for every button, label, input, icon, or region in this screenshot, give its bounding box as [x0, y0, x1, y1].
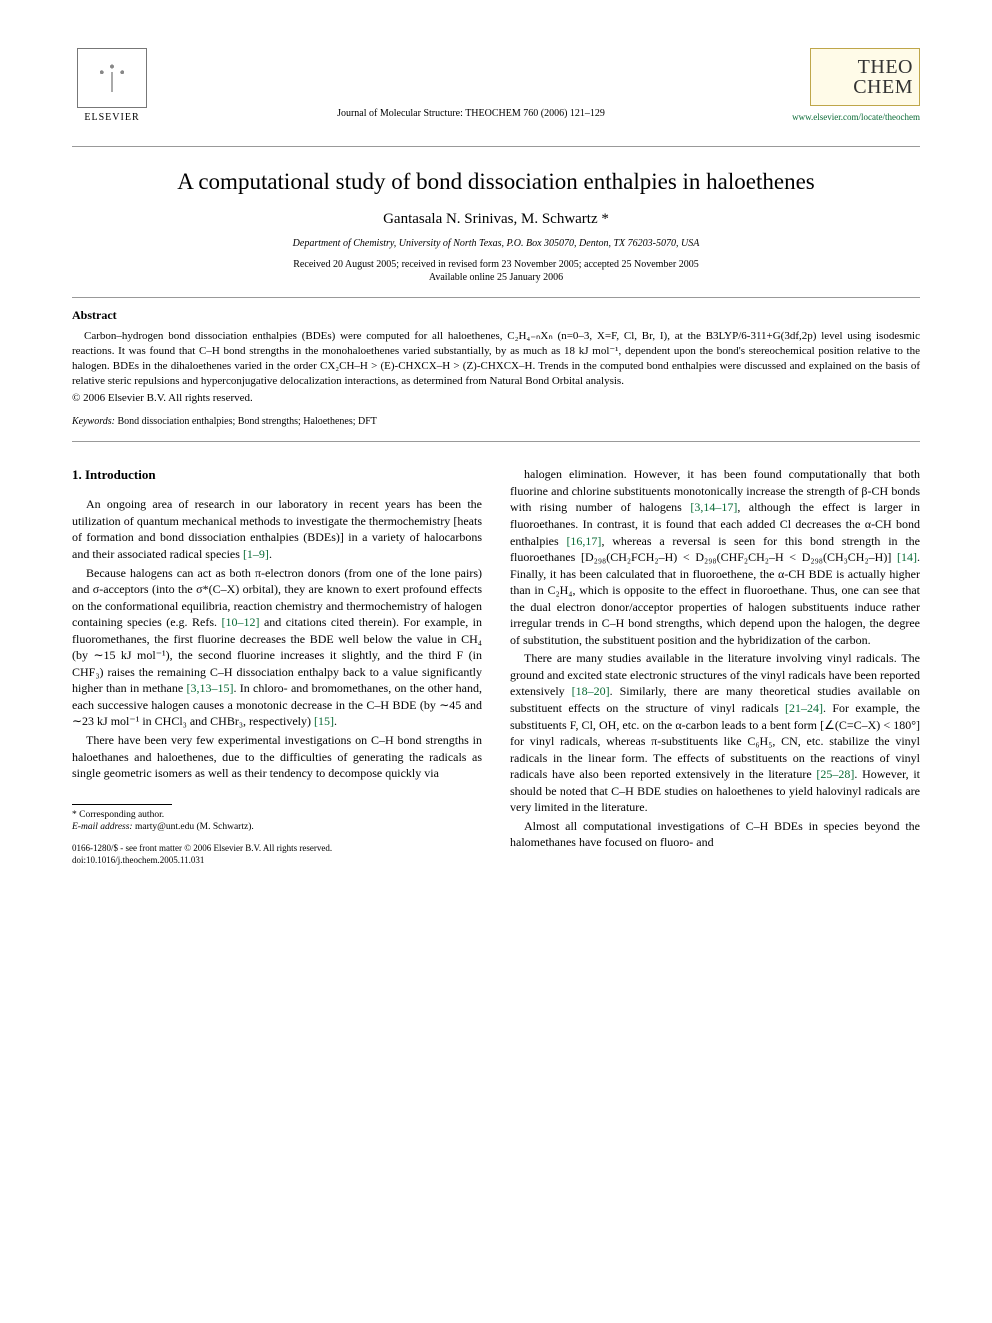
abstract-copyright: © 2006 Elsevier B.V. All rights reserved…	[72, 392, 920, 404]
section-heading: 1. Introduction	[72, 466, 482, 484]
received-dates: Received 20 August 2005; received in rev…	[72, 259, 920, 270]
issn-block: 0166-1280/$ - see front matter © 2006 El…	[72, 843, 482, 866]
issn-line1: 0166-1280/$ - see front matter © 2006 El…	[72, 843, 482, 855]
right-column: halogen elimination. However, it has bee…	[510, 466, 920, 866]
affiliation: Department of Chemistry, University of N…	[72, 238, 920, 249]
abstract-body: Carbon–hydrogen bond dissociation enthal…	[72, 329, 920, 388]
corresponding-author-note: * Corresponding author.	[72, 809, 482, 821]
left-column: 1. Introduction An ongoing area of resea…	[72, 466, 482, 866]
journal-brand-line2: CHEM	[817, 77, 913, 97]
author-email[interactable]: marty@unt.edu (M. Schwartz).	[133, 822, 254, 832]
body-paragraph: There are many studies available in the …	[510, 650, 920, 815]
email-line: E-mail address: marty@unt.edu (M. Schwar…	[72, 821, 482, 833]
publisher-logo: ELSEVIER	[72, 48, 152, 138]
body-paragraph: There have been very few experimental in…	[72, 732, 482, 782]
abstract-heading: Abstract	[72, 308, 920, 323]
available-date: Available online 25 January 2006	[72, 272, 920, 283]
article-title: A computational study of bond dissociati…	[72, 169, 920, 195]
journal-brand-box: THEO CHEM	[810, 48, 920, 106]
keywords-values: Bond dissociation enthalpies; Bond stren…	[115, 416, 377, 427]
elsevier-tree-icon	[77, 48, 147, 108]
authors: Gantasala N. Srinivas, M. Schwartz *	[72, 211, 920, 228]
journal-brand-line1: THEO	[817, 57, 913, 77]
journal-url[interactable]: www.elsevier.com/locate/theochem	[790, 112, 920, 122]
body-paragraph: An ongoing area of research in our labor…	[72, 496, 482, 562]
journal-brand-block: THEO CHEM www.elsevier.com/locate/theoch…	[790, 48, 920, 122]
keywords-label: Keywords:	[72, 416, 115, 427]
body-paragraph: Almost all computational investigations …	[510, 818, 920, 851]
email-label: E-mail address:	[72, 822, 133, 832]
body-columns: 1. Introduction An ongoing area of resea…	[72, 466, 920, 866]
abstract-bottom-rule	[72, 441, 920, 442]
footnote-rule	[72, 804, 172, 805]
body-paragraph: Because halogens can act as both π-elect…	[72, 565, 482, 730]
keywords-line: Keywords: Bond dissociation enthalpies; …	[72, 416, 920, 427]
doi-line: doi:10.1016/j.theochem.2005.11.031	[72, 855, 482, 867]
body-paragraph: halogen elimination. However, it has bee…	[510, 466, 920, 648]
page-header: ELSEVIER Journal of Molecular Structure:…	[72, 48, 920, 138]
abstract-top-rule	[72, 297, 920, 298]
journal-citation: Journal of Molecular Structure: THEOCHEM…	[152, 48, 790, 119]
header-rule	[72, 146, 920, 147]
publisher-name: ELSEVIER	[84, 112, 139, 123]
